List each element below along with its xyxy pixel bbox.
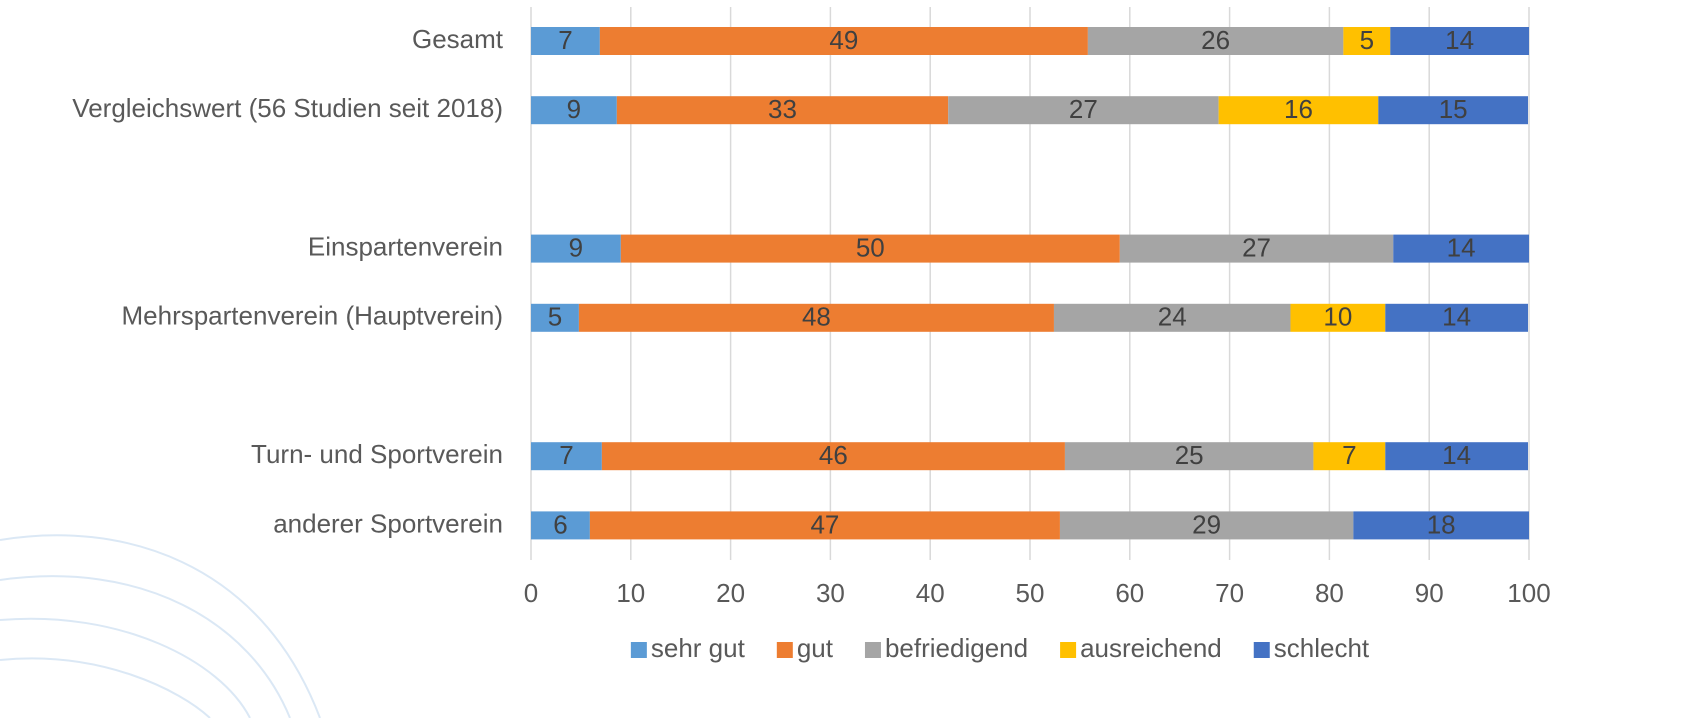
data-label: 27	[1069, 94, 1098, 124]
data-label: 25	[1175, 440, 1204, 470]
x-tick-label: 50	[1016, 578, 1045, 608]
bar-segment	[531, 234, 621, 263]
bar-segment	[1353, 511, 1529, 540]
data-label: 14	[1447, 232, 1476, 262]
x-tick-label: 20	[716, 578, 745, 608]
data-label: 14	[1442, 302, 1471, 332]
bar-segment	[1119, 234, 1394, 263]
data-label: 16	[1284, 94, 1313, 124]
plot: 0 10 20 30 40 50 60 70 80 90 100 Gesamt 7 49 26 5 14 Verg…	[72, 7, 1551, 663]
bar-segment	[531, 303, 579, 332]
y-tick-label: Gesamt	[412, 24, 504, 54]
data-label: 27	[1242, 232, 1271, 262]
bar-segment	[589, 511, 1060, 540]
bar-segment	[601, 442, 1065, 471]
legend-label: schlecht	[1274, 633, 1370, 663]
legend-label: sehr gut	[651, 633, 746, 663]
data-label: 7	[558, 25, 572, 55]
legend-swatch	[776, 642, 793, 658]
x-tick-label: 70	[1215, 578, 1244, 608]
bar-segment	[948, 96, 1219, 125]
bar-segment	[531, 511, 590, 540]
data-label: 29	[1192, 509, 1221, 539]
data-label: 7	[1342, 440, 1356, 470]
data-label: 9	[569, 232, 583, 262]
bar-segment	[531, 27, 600, 55]
data-label: 15	[1439, 94, 1468, 124]
x-tick-label: 60	[1115, 578, 1144, 608]
data-label: 49	[829, 25, 858, 55]
bar-segment	[1064, 442, 1314, 471]
bar-segment	[1053, 303, 1291, 332]
bar-segment	[1218, 96, 1379, 125]
bar-segment	[1385, 442, 1529, 471]
y-tick-label: anderer Sportverein	[273, 508, 503, 538]
y-tick-label: Einspartenverein	[308, 231, 503, 261]
legend-swatch	[1253, 642, 1270, 658]
bar-segment	[1290, 303, 1386, 332]
data-label: 9	[567, 94, 581, 124]
data-label: 47	[810, 509, 839, 539]
bar-segment	[1059, 511, 1354, 540]
x-tick-label: 40	[916, 578, 945, 608]
data-label: 24	[1158, 302, 1187, 332]
decoration	[0, 534, 321, 718]
data-label: 26	[1201, 25, 1230, 55]
bar-segment	[1343, 27, 1391, 55]
data-label: 6	[553, 509, 567, 539]
x-tick-label: 30	[816, 578, 845, 608]
bar-segment	[620, 234, 1120, 263]
bar-segment	[531, 96, 617, 125]
legend-swatch	[864, 642, 881, 658]
bar-segment	[599, 27, 1088, 55]
bar-segment	[1087, 27, 1344, 55]
data-label: 33	[768, 94, 797, 124]
bar-segment	[1313, 442, 1386, 471]
legend-swatch	[1060, 642, 1077, 658]
data-label: 10	[1323, 302, 1352, 332]
bar-segment	[578, 303, 1054, 332]
data-label: 48	[802, 302, 831, 332]
data-label: 7	[559, 440, 573, 470]
bar-segment	[616, 96, 949, 125]
legend-label: ausreichend	[1080, 633, 1222, 663]
data-label: 14	[1445, 25, 1474, 55]
x-tick-label: 100	[1507, 578, 1550, 608]
bar-segment	[1390, 27, 1529, 55]
x-tick-label: 10	[616, 578, 645, 608]
y-tick-label: Mehrspartenverein (Hauptverein)	[121, 301, 503, 331]
bar-segment	[1393, 234, 1529, 263]
data-label: 5	[548, 302, 562, 332]
legend: sehr gut gut befriedigend ausreichend schlec…	[630, 633, 1370, 663]
bar-segment	[1378, 96, 1529, 125]
data-label: 46	[819, 440, 848, 470]
legend-swatch	[630, 642, 647, 658]
data-label: 18	[1427, 509, 1456, 539]
x-tick-label: 80	[1315, 578, 1344, 608]
data-label: 50	[856, 232, 885, 262]
bar-segment	[1385, 303, 1529, 332]
y-tick-label: Vergleichswert (56 Studien seit 2018)	[72, 93, 503, 123]
data-label: 14	[1442, 440, 1471, 470]
bar-segment	[531, 442, 602, 471]
legend-label: gut	[797, 633, 834, 663]
data-label: 5	[1360, 25, 1374, 55]
legend-label: befriedigend	[885, 633, 1028, 663]
x-tick-label: 0	[524, 578, 538, 608]
x-tick-label: 90	[1415, 578, 1444, 608]
y-tick-label: Turn- und Sportverein	[251, 439, 503, 469]
